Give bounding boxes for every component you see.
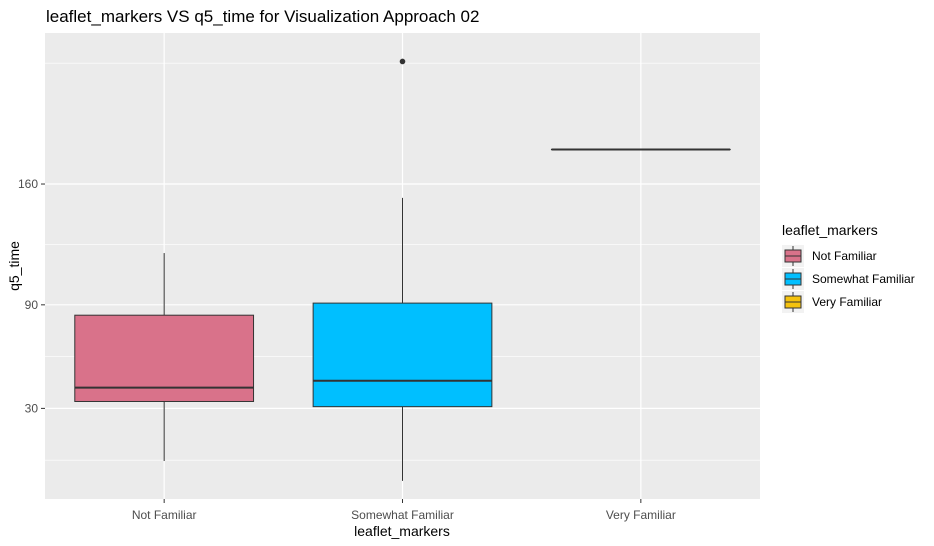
x-axis-title: leaflet_markers [354,523,450,539]
box-1 [74,253,255,462]
legend: leaflet_markers Not Familiar Somewhat Fam… [782,222,915,313]
y-tick-label: 90 [25,298,39,312]
boxes [74,58,731,481]
legend-label: Not Familiar [812,249,877,263]
y-tick-label: 160 [18,177,38,191]
legend-title: leaflet_markers [782,222,878,238]
box-body [312,302,493,408]
x-tick-label: Very Familiar [606,508,676,522]
chart-title: leaflet_markers VS q5_time for Visualiza… [46,7,479,26]
legend-label: Very Familiar [812,295,882,309]
outlier-point [399,58,406,65]
legend-item: Very Familiar [782,291,882,313]
box-2 [312,58,493,481]
x-tick-label: Somewhat Familiar [351,508,454,522]
y-axis-ticks: 30 90 160 [18,177,45,415]
y-tick-label: 30 [25,401,39,415]
legend-item: Not Familiar [782,245,877,267]
y-axis-title: q5_time [6,241,22,291]
x-tick-label: Not Familiar [132,508,197,522]
x-axis-ticks: Not Familiar Somewhat Familiar Very Famili… [132,499,676,522]
legend-item: Somewhat Familiar [782,268,915,290]
legend-label: Somewhat Familiar [812,272,915,286]
